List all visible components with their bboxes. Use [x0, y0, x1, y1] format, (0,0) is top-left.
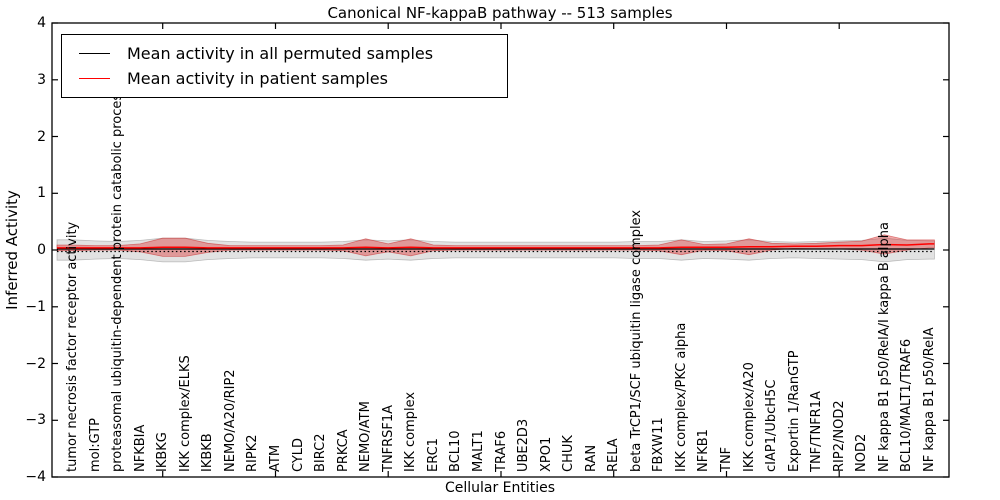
x-tick-label: RIPK2: [245, 434, 261, 472]
legend-item-patient-label: Mean activity in patient samples: [127, 69, 388, 89]
x-tick-label: IKK complex/ELKS: [177, 355, 193, 472]
x-tick-label: mol:GTP: [87, 418, 103, 472]
legend-line-patient-swatch: [79, 78, 110, 80]
y-tick-label: −2: [25, 355, 46, 372]
x-tick-label: FBXW11: [651, 417, 667, 472]
y-tick-label: 4: [37, 15, 46, 31]
legend-line-permuted-swatch: [79, 52, 110, 54]
x-tick-label: NF kappa B1 p50/RelA: [921, 327, 937, 472]
x-tick-label: RAN: [583, 444, 599, 472]
x-tick-label: NF kappa B1 p50/RelA/I kappa B alpha: [876, 222, 892, 472]
x-tick-label: NEMO/ATM: [358, 401, 374, 472]
y-tick-label: −3: [25, 412, 46, 429]
x-tick-label: IKK complex: [403, 391, 419, 472]
x-tick-label: CHUK: [561, 435, 577, 472]
x-tick-label: NEMO/A20/RIP2: [222, 369, 238, 472]
x-tick-label: XPO1: [538, 436, 554, 472]
legend-item-permuted-label: Mean activity in all permuted samples: [127, 43, 434, 63]
x-axis-label: Cellular Entities: [444, 480, 556, 496]
x-tick-label: cIAP1/UbcH5C: [764, 379, 780, 472]
x-tick-label: Exportin 1/RanGTP: [786, 350, 802, 472]
legend: Mean activity in all permuted samples Me…: [61, 34, 508, 98]
patient-mean-line: [57, 243, 935, 249]
y-tick-label: −4: [25, 469, 46, 485]
x-tick-label: ATM: [268, 444, 283, 472]
x-tick-label: NFKBIA: [132, 424, 148, 472]
x-tick-label: TNFRSF1A: [380, 404, 396, 472]
x-tick-label: TNF/TNFR1A: [809, 391, 825, 472]
x-tick-label: beta TrCP1/SCF ubiquitin ligase complex: [628, 209, 644, 472]
x-tick-label: BCL10: [448, 430, 464, 472]
x-tick-label: MALT1: [470, 430, 486, 472]
x-tick-label: proteasomal ubiquitin-dependent protein …: [110, 87, 126, 472]
x-tick-label: RELA: [606, 438, 622, 472]
violin-patient: [56, 234, 935, 257]
y-tick-label: 2: [37, 128, 46, 145]
x-tick-label: BIRC2: [313, 433, 329, 473]
y-tick-label: 0: [37, 242, 46, 258]
x-tick-label: IKK complex/A20: [741, 362, 757, 472]
x-tick-label: CYLD: [290, 437, 306, 472]
x-tick-label: RIP2/NOD2: [831, 400, 847, 472]
x-tick-label: IKBKB: [200, 433, 216, 472]
x-tick-label: NOD2: [854, 433, 870, 472]
y-tick-label: −1: [25, 298, 46, 315]
x-tick-label: BCL10/MALT1/TRAF6: [899, 338, 915, 472]
y-tick-label: 1: [37, 185, 46, 202]
x-tick-label: IKK complex/PKC alpha: [673, 322, 689, 472]
x-tick-label: TNF: [719, 446, 734, 472]
legend-item-permuted: Mean activity in all permuted samples: [62, 44, 507, 63]
x-tick-label: NFKB1: [696, 429, 712, 472]
y-tick-label: 3: [37, 71, 46, 88]
x-tick-label: PRKCA: [335, 429, 351, 472]
x-tick-label: IKBKG: [155, 432, 171, 472]
x-tick-label: tumor necrosis factor receptor activity: [65, 221, 80, 472]
x-tick-label: TRAF6: [493, 430, 509, 472]
x-tick-label: UBE2D3: [516, 418, 531, 472]
legend-item-patient: Mean activity in patient samples: [62, 69, 507, 88]
chart-title: Canonical NF-kappaB pathway -- 513 sampl…: [327, 4, 673, 22]
x-tick-label: ERC1: [425, 438, 441, 472]
